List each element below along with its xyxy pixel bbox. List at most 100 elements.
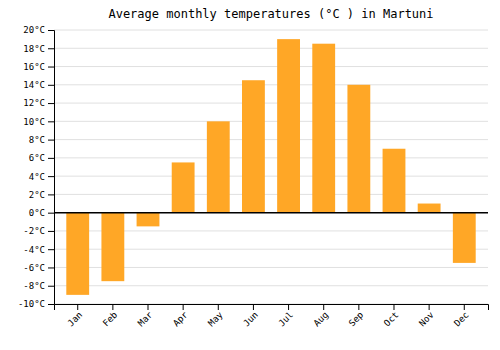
tick-mark [48, 286, 54, 287]
tick-label: 6°C [29, 153, 45, 163]
tick: -6°C [23, 263, 54, 273]
tick: Feb [101, 304, 120, 328]
tick-label: -4°C [23, 245, 45, 255]
tick-label: -8°C [23, 281, 45, 291]
tick-label: 8°C [29, 135, 45, 145]
grid-line [54, 176, 488, 177]
bar [101, 213, 124, 282]
tick: Nov [417, 304, 436, 328]
bar [383, 149, 406, 213]
tick-label: May [206, 309, 225, 328]
tick: 12°C [23, 98, 54, 108]
tick: Jul [277, 304, 296, 328]
tick-label: Aug [312, 310, 331, 329]
bar [453, 213, 476, 263]
tick: 2°C [29, 190, 54, 200]
tick-label: Dec [452, 310, 471, 329]
grid-line [54, 48, 488, 49]
tick-label: 20°C [23, 25, 45, 35]
tick: -8°C [23, 281, 54, 291]
tick-label: Oct [382, 310, 401, 329]
chart: -10°C -8°C -6°C -4°C -2°C 0°C 2°C 4°C 6°C 8°C 10°C… [0, 0, 500, 350]
tick: Aug [312, 304, 331, 328]
tick: 18°C [23, 44, 54, 54]
grid-line [54, 66, 488, 67]
tick-label: 0°C [29, 208, 45, 218]
tick-mark [288, 304, 289, 310]
tick-mark [464, 304, 465, 310]
tick: Jan [66, 304, 85, 328]
tick-label: Mar [136, 309, 155, 328]
tick-mark [183, 304, 184, 310]
tick: 4°C [29, 172, 54, 182]
tick-mark [48, 249, 54, 250]
tick-mark [323, 304, 324, 310]
tick-mark [48, 213, 54, 214]
tick-mark [393, 304, 394, 310]
tick-mark [112, 304, 113, 310]
tick-mark [77, 304, 78, 310]
bar [66, 213, 89, 295]
tick-label: 4°C [29, 172, 45, 182]
tick: 6°C [29, 153, 54, 163]
tick-label: -2°C [23, 226, 45, 236]
tick: Mar [136, 304, 155, 328]
title: Average monthly temperatures (°C ) in Ma… [108, 7, 433, 21]
plot: -10°C -8°C -6°C -4°C -2°C 0°C 2°C 4°C 6°C 8°C 10°C… [18, 25, 489, 328]
tick: Jun [241, 304, 260, 328]
tick: -2°C [23, 226, 54, 236]
tick-mark [48, 231, 54, 232]
tick-label: -10°C [18, 299, 45, 309]
bar [418, 204, 441, 213]
x-axis: Jan Feb Mar Apr May Jun Jul Aug Sep Oct Nov Dec [55, 304, 489, 328]
tick: 10°C [23, 117, 54, 127]
tick: 8°C [29, 135, 54, 145]
tick-mark [48, 158, 54, 159]
tick-mark [48, 304, 54, 305]
tick-label: 16°C [23, 62, 45, 72]
tick-mark [148, 304, 149, 310]
tick-label: 14°C [23, 80, 45, 90]
bar [137, 213, 160, 227]
tick-mark [48, 121, 54, 122]
grid-line [54, 212, 488, 213]
tick-mark [48, 103, 54, 104]
tick-label: -6°C [23, 263, 45, 273]
tick: 0°C [29, 208, 54, 218]
bars [54, 39, 488, 295]
tick-label: Jan [66, 310, 85, 329]
grid-line [54, 285, 488, 286]
zero-line [54, 212, 488, 214]
tick-mark [48, 194, 54, 195]
tick-label: Jul [277, 310, 296, 329]
grid-line [54, 103, 488, 104]
tick-mark [358, 304, 359, 310]
tick: -10°C [18, 299, 54, 309]
tick-mark [48, 267, 54, 268]
tick-label: Nov [417, 310, 436, 329]
tick: May [206, 304, 225, 328]
tick: 16°C [23, 62, 54, 72]
bar [242, 80, 265, 212]
tick-label: Feb [101, 310, 120, 329]
tick-mark [218, 304, 219, 310]
tick: Oct [382, 304, 401, 328]
tick: Dec [452, 304, 471, 328]
grid-line [54, 121, 488, 122]
bar [207, 121, 230, 212]
tick-mark [48, 85, 54, 86]
grid-line [54, 157, 488, 158]
tick-mark [48, 176, 54, 177]
tick: Apr [171, 304, 190, 328]
tick-label: Sep [347, 310, 366, 329]
tick: Sep [347, 304, 366, 328]
tick-label: 2°C [29, 190, 45, 200]
tick-label: 18°C [23, 44, 45, 54]
tick-label: 12°C [23, 98, 45, 108]
tick-mark [48, 48, 54, 49]
bar [347, 85, 370, 213]
tick-mark [48, 30, 54, 31]
tick-mark [48, 67, 54, 68]
tick-mark [429, 304, 430, 310]
grid [54, 30, 488, 304]
